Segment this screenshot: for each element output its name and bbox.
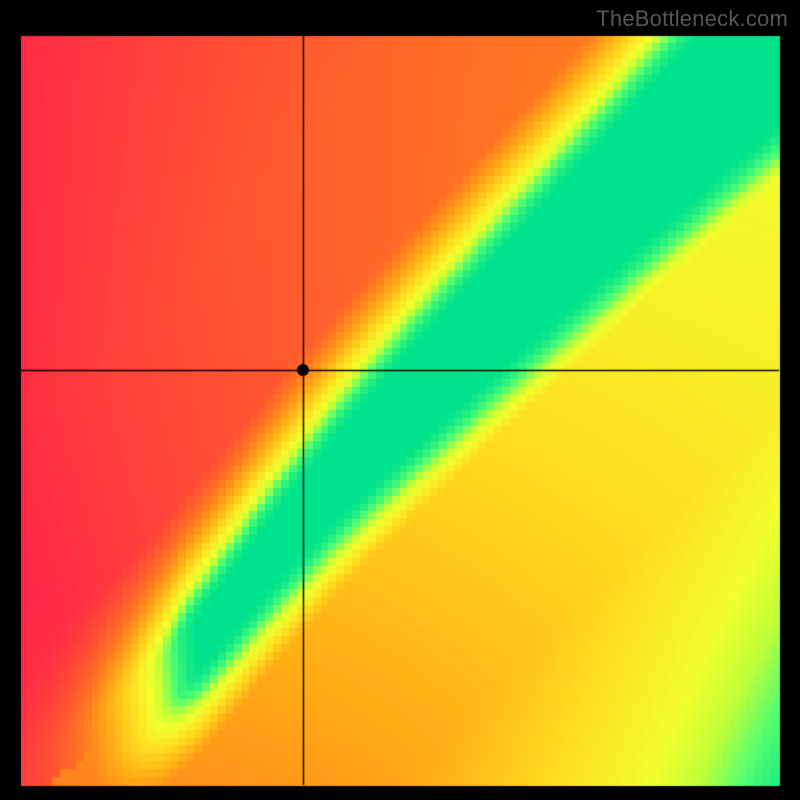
chart-container: TheBottleneck.com [0,0,800,800]
heatmap-canvas [0,0,800,800]
watermark-text: TheBottleneck.com [596,6,788,32]
